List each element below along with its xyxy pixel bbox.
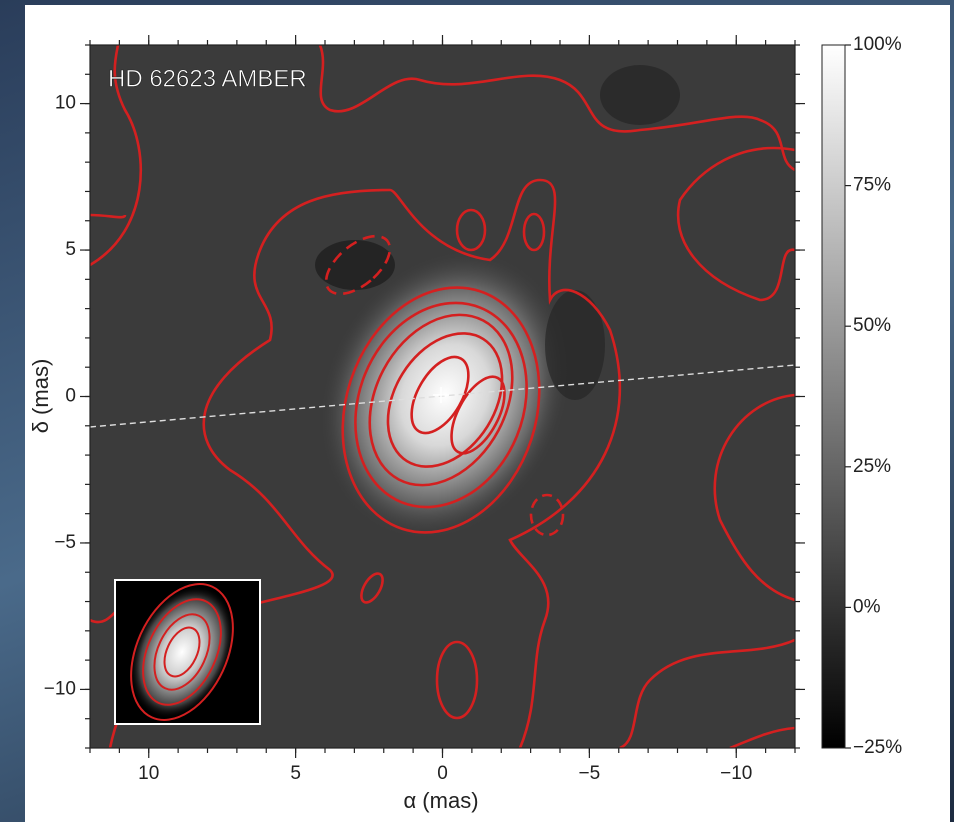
colorbar-tick-label: 75% [853,175,891,196]
x-axis-label: α (mas) [403,788,478,813]
x-tick-label: 0 [437,763,448,784]
y-tick-label: 10 [55,93,76,114]
chart: HD 62623 AMBER α (mas) δ (mas) 10 5 0 −5 −10… [0,0,954,822]
y-tick-label: −10 [44,678,76,699]
y-axis-label: δ (mas) [28,359,53,434]
colorbar-tick-label: 100% [853,34,902,55]
x-tick-label: −5 [579,763,601,784]
colorbar-tick-label: 50% [853,315,891,336]
inset [109,568,260,737]
colorbar [822,45,845,748]
x-tick-label: −10 [720,763,752,784]
x-tick-label: 5 [290,763,301,784]
y-tick-label: 5 [65,239,76,260]
colorbar-tick-label: −25% [853,737,902,758]
y-tick-label: 0 [65,386,76,407]
colorbar-tick-label: 25% [853,456,891,477]
y-tick-label: −5 [54,532,76,553]
chart-title: HD 62623 AMBER [108,65,307,92]
colorbar-tick-label: 0% [853,596,881,617]
x-tick-label: 10 [138,763,159,784]
